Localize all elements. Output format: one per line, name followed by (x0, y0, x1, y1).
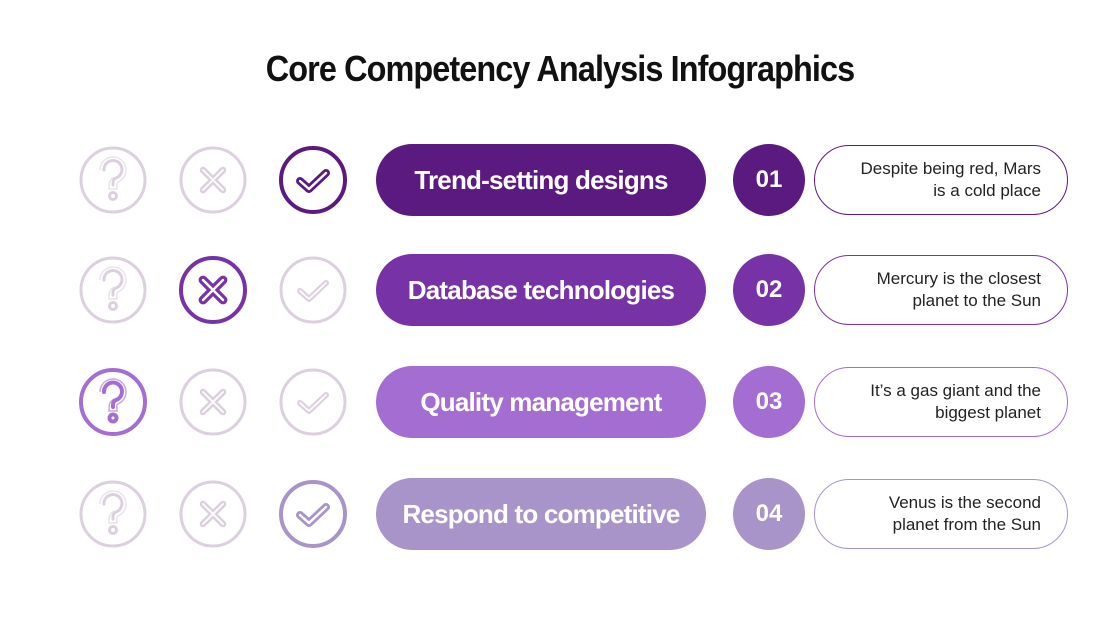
icon-ring (179, 368, 247, 436)
icon-ring (79, 368, 147, 436)
check-icon-inner (299, 394, 327, 412)
question-icon (102, 269, 124, 297)
row-number: 03 (733, 366, 805, 438)
check-icon (297, 280, 329, 302)
competency-label: Quality management (376, 366, 706, 438)
competency-label: Respond to competitive (376, 478, 706, 550)
question-icon (102, 493, 124, 521)
row-number: 02 (733, 254, 805, 326)
icon-ring (179, 146, 247, 214)
description-box: Despite being red, Mars is a cold place (814, 145, 1068, 215)
description-line: Venus is the second (888, 493, 1041, 512)
description-line: It’s a gas giant and the (870, 381, 1041, 400)
description-box: Venus is the second planet from the Sun (814, 479, 1068, 549)
x-icon-inner (202, 503, 224, 525)
check-icon-inner (298, 171, 328, 191)
description-box: It’s a gas giant and the biggest planet (814, 367, 1068, 437)
description-line: planet from the Sun (892, 515, 1041, 534)
competency-label: Database technologies (376, 254, 706, 326)
icon-ring (179, 480, 247, 548)
question-outline (99, 156, 127, 190)
x-icon-inner (202, 391, 224, 413)
icon-ring (79, 256, 147, 324)
competency-label: Trend-setting designs (376, 144, 706, 216)
icon-ring (279, 368, 347, 436)
question-dot (107, 412, 119, 424)
question-icon (102, 380, 124, 409)
icon-ring (279, 480, 347, 548)
question-dot (108, 191, 118, 201)
description-line: planet to the Sun (912, 291, 1041, 310)
row-number: 04 (733, 478, 805, 550)
icon-ring (279, 256, 347, 324)
check-icon-inner (299, 282, 327, 300)
question-outline (99, 490, 127, 524)
icon-ring (79, 480, 147, 548)
check-icon-inner (298, 505, 328, 525)
question-dot (108, 301, 118, 311)
question-outline (99, 378, 127, 412)
row-number: 01 (733, 144, 805, 216)
description-line: Mercury is the closest (876, 269, 1041, 288)
x-icon-inner (201, 278, 225, 302)
title: Core Competency Analysis Infographics (265, 48, 855, 89)
question-dot (108, 525, 118, 535)
description-line: biggest planet (935, 403, 1041, 422)
question-outline (99, 266, 127, 300)
icon-ring (179, 256, 247, 324)
x-icon-inner (202, 169, 224, 191)
question-icon (102, 159, 124, 187)
description-line: is a cold place (933, 181, 1041, 200)
icon-ring (279, 146, 347, 214)
check-icon (297, 392, 329, 414)
description-box: Mercury is the closest planet to the Sun (814, 255, 1068, 325)
description-line: Despite being red, Mars (860, 159, 1041, 178)
icon-ring (79, 146, 147, 214)
